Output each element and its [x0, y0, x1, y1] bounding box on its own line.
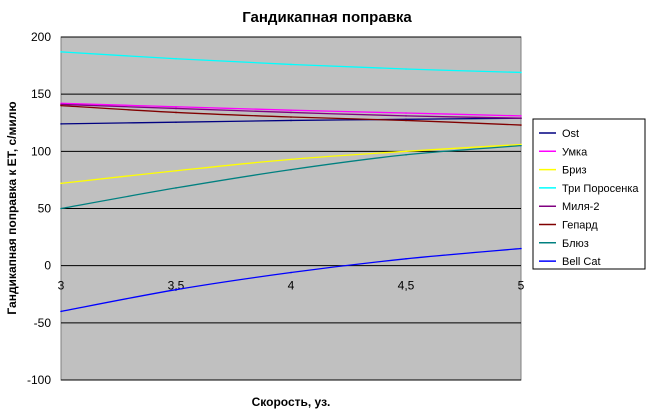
data-point [405, 118, 407, 121]
legend-label: Bell Cat [562, 256, 601, 268]
y-tick-label: 100 [31, 144, 51, 158]
y-tick-label: 0 [44, 259, 51, 273]
legend-box [532, 118, 646, 270]
legend-label: Блюз [562, 238, 589, 250]
data-point [405, 119, 407, 122]
data-point [290, 63, 292, 66]
data-point [520, 144, 522, 147]
data-point [175, 121, 177, 123]
data-point [290, 111, 292, 114]
data-point [290, 271, 292, 274]
data-point [405, 150, 407, 153]
data-point [175, 57, 177, 60]
data-point [405, 153, 407, 156]
y-axis-title: Гандикапная поправка к ЕТ, с/милю [5, 101, 19, 314]
legend-label: Гепард [562, 220, 598, 232]
y-tick-label: -100 [27, 373, 51, 387]
data-point [60, 51, 62, 53]
grid-lines [61, 36, 521, 381]
data-point [520, 124, 522, 126]
data-point [405, 112, 407, 114]
y-tick-label: 150 [31, 87, 51, 101]
x-tick-label: 4 [288, 279, 295, 293]
data-point [290, 168, 292, 171]
series-lines [60, 51, 522, 313]
data-point [60, 310, 62, 313]
data-point [520, 143, 522, 146]
legend-label: Ost [562, 128, 579, 140]
data-point [405, 115, 407, 117]
data-point [60, 182, 62, 185]
data-point [290, 116, 292, 118]
x-tick-label: 3 [58, 279, 65, 293]
data-point [175, 169, 177, 172]
data-point [520, 117, 522, 119]
y-tick-label: 50 [38, 202, 52, 216]
data-point [175, 187, 177, 189]
data-point [520, 71, 522, 74]
data-point [175, 107, 177, 110]
y-tick-label: -50 [34, 316, 52, 330]
y-tick-label: 200 [31, 30, 51, 44]
legend-label: Три Поросенка [562, 183, 639, 195]
data-point [175, 288, 177, 291]
chart-title: Гандикапная поправка [242, 9, 412, 26]
data-point [60, 102, 62, 105]
data-point [405, 258, 407, 260]
y-axis-ticks: -100 -50 0 50 100 150 200 [27, 30, 51, 387]
x-tick-label: 4,5 [398, 279, 415, 293]
legend-label: Бриз [562, 165, 587, 177]
data-point [60, 207, 62, 210]
data-point [60, 103, 62, 106]
data-point [175, 105, 177, 108]
data-point [405, 68, 407, 70]
x-tick-label: 5 [518, 279, 525, 293]
data-point [520, 115, 522, 117]
data-point [520, 247, 522, 250]
legend-label: Умка [562, 146, 588, 158]
data-point [175, 111, 177, 114]
legend: Ost Умка Бриз Три Поросенка Миля-2 Гепард Блюз… [532, 118, 646, 270]
data-point [60, 123, 62, 125]
legend-label: Миля-2 [562, 201, 599, 213]
data-point [290, 119, 292, 122]
data-point [290, 158, 292, 161]
x-axis-title: Скорость, уз. [252, 395, 331, 409]
data-point [290, 109, 292, 111]
data-point [60, 104, 62, 107]
